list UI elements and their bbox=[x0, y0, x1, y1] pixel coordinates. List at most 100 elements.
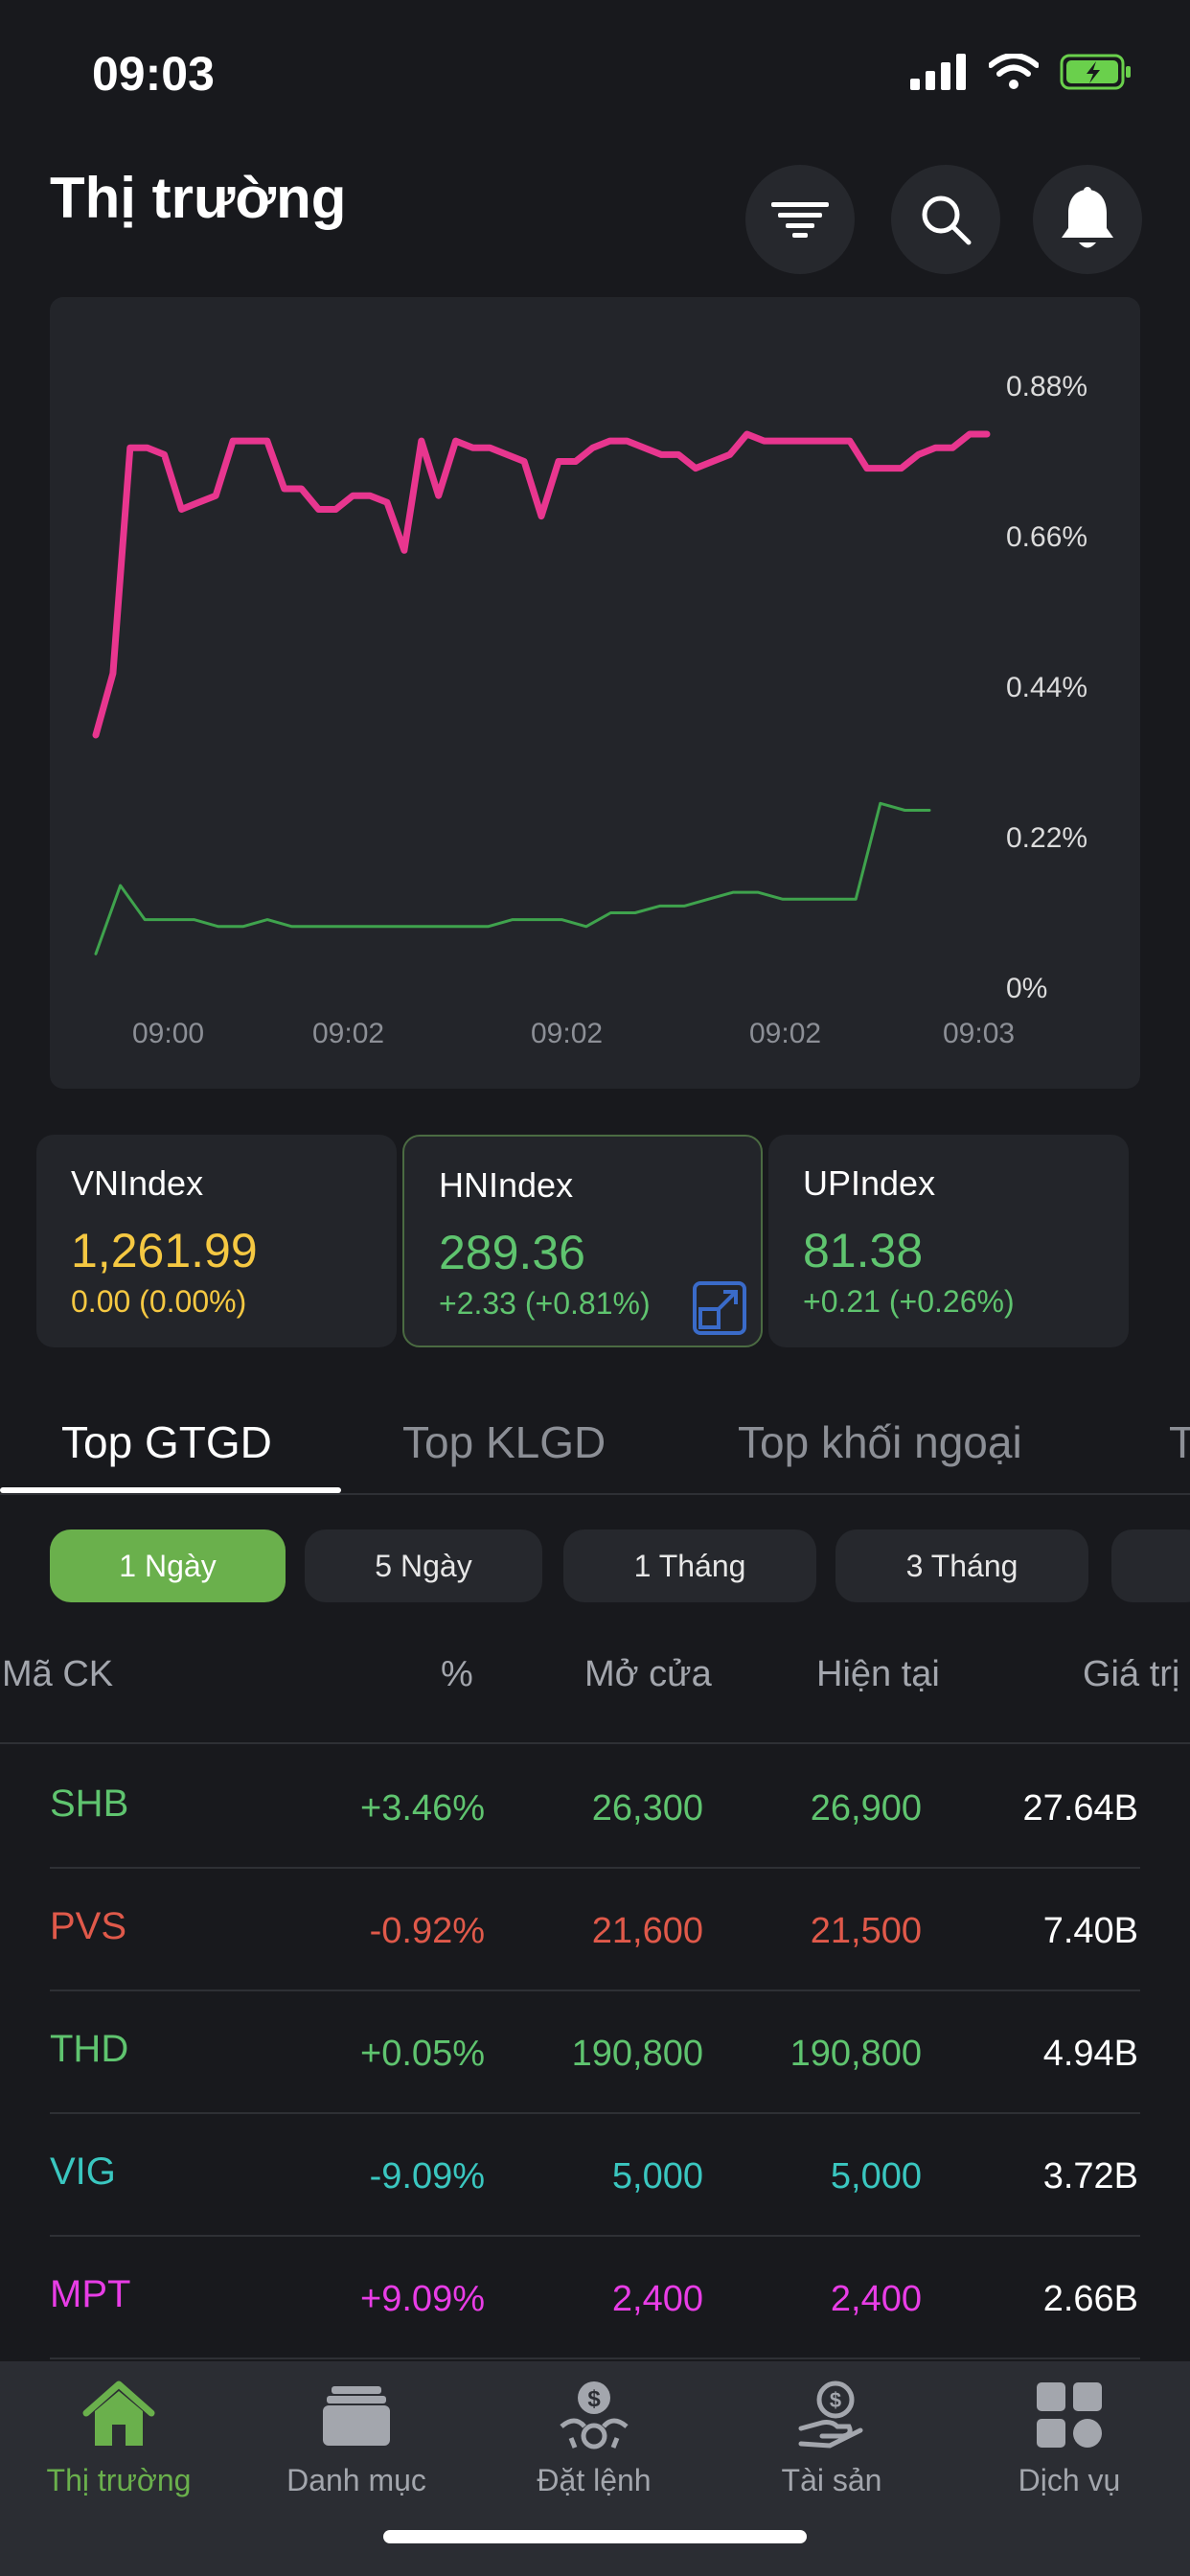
row-symbol: THD bbox=[50, 2028, 129, 2070]
row-current: 190,800 bbox=[790, 2034, 922, 2074]
row-symbol: PVS bbox=[50, 1905, 127, 1947]
series-line-0 bbox=[92, 430, 991, 739]
search-button[interactable] bbox=[891, 165, 1000, 274]
page-title: Thị trường bbox=[50, 166, 347, 230]
row-open: 2,400 bbox=[611, 2279, 703, 2319]
index-value: 81.38 bbox=[803, 1224, 924, 1277]
index-card-hnindex[interactable]: HNIndex 289.36 +2.33 (+0.81%) bbox=[402, 1135, 763, 1347]
table-row[interactable]: MPT +9.09% 2,400 2,400 2.66B bbox=[50, 2237, 1140, 2359]
col-header-current[interactable]: Hiện tại bbox=[816, 1654, 940, 1694]
col-header-open[interactable]: Mở cửa bbox=[584, 1654, 712, 1694]
row-pct: +3.46% bbox=[360, 1788, 485, 1828]
col-header-pct[interactable]: % bbox=[441, 1654, 473, 1694]
y-tick-label: 0.88% bbox=[1006, 371, 1087, 402]
row-pct: -9.09% bbox=[369, 2156, 485, 2196]
wifi-icon bbox=[989, 54, 1039, 89]
signal-icon bbox=[910, 54, 966, 90]
notifications-button[interactable] bbox=[1033, 165, 1142, 274]
tab-top-gtgd[interactable]: Top GTGD bbox=[61, 1417, 272, 1467]
status-bar: 09:03 bbox=[0, 0, 1190, 144]
tab-next[interactable]: T bbox=[1169, 1417, 1190, 1467]
services-icon bbox=[1037, 2382, 1102, 2448]
nav-label: Đặt lệnh bbox=[537, 2463, 652, 2497]
row-symbol: VIG bbox=[50, 2150, 116, 2193]
portfolio-icon bbox=[323, 2386, 390, 2446]
nav-label: Danh mục bbox=[286, 2463, 426, 2497]
period-1-day[interactable]: 1 Ngày bbox=[50, 1530, 286, 1602]
row-open: 5,000 bbox=[611, 2156, 703, 2196]
filter-button[interactable] bbox=[745, 165, 855, 274]
market-chart[interactable]: 0.88% 0.66% 0.44% 0.22% 0% 09:00 09:02 09:02 09… bbox=[50, 297, 1140, 1089]
row-pct: +0.05% bbox=[360, 2034, 485, 2074]
status-icons bbox=[910, 54, 1133, 90]
tab-top-khoi-ngoai[interactable]: Top khối ngoại bbox=[738, 1417, 1022, 1467]
index-card-vnindex[interactable]: VNIndex 1,261.99 0.00 (0.00%) bbox=[36, 1135, 397, 1347]
row-value: 27.64B bbox=[1022, 1788, 1138, 1828]
row-current: 26,900 bbox=[810, 1788, 922, 1828]
row-symbol: MPT bbox=[50, 2273, 131, 2315]
row-pct: +9.09% bbox=[360, 2279, 485, 2319]
index-change: +0.21 (+0.26%) bbox=[803, 1284, 1015, 1319]
nav-item-services[interactable]: Dịch vụ bbox=[950, 2377, 1188, 2498]
index-card-upindex[interactable]: UPIndex 81.38 +0.21 (+0.26%) bbox=[768, 1135, 1129, 1347]
row-value: 3.72B bbox=[1042, 2156, 1138, 2196]
nav-item-assets[interactable]: $ Tài sản bbox=[713, 2377, 950, 2498]
table-row[interactable]: PVS -0.92% 21,600 21,500 7.40B bbox=[50, 1869, 1140, 1991]
home-indicator bbox=[383, 2530, 807, 2543]
y-tick-label: 0% bbox=[1006, 973, 1047, 1004]
battery-icon bbox=[1060, 54, 1131, 90]
col-header-symbol[interactable]: Mã CK bbox=[2, 1654, 114, 1694]
svg-text:$: $ bbox=[830, 2388, 841, 2412]
period-5-day[interactable]: 5 Ngày bbox=[305, 1530, 542, 1602]
y-tick-label: 0.66% bbox=[1006, 521, 1087, 553]
index-value: 289.36 bbox=[439, 1226, 585, 1279]
row-open: 190,800 bbox=[571, 2034, 703, 2074]
asset-icon: $ bbox=[798, 2380, 863, 2449]
row-current: 2,400 bbox=[830, 2279, 922, 2319]
table-header-divider bbox=[0, 1742, 1190, 1744]
tab-top-klgd[interactable]: Top KLGD bbox=[402, 1417, 606, 1467]
col-header-value[interactable]: Giá trị bbox=[1083, 1654, 1180, 1694]
row-value: 2.66B bbox=[1042, 2279, 1138, 2319]
row-pct: -0.92% bbox=[369, 1911, 485, 1951]
expand-icon[interactable] bbox=[692, 1280, 747, 1336]
table-row[interactable]: VIG -9.09% 5,000 5,000 3.72B bbox=[50, 2114, 1140, 2237]
tab-underline bbox=[0, 1487, 341, 1493]
table-row[interactable]: SHB +3.46% 26,300 26,900 27.64B bbox=[50, 1746, 1140, 1869]
nav-label: Dịch vụ bbox=[1018, 2463, 1121, 2497]
row-current: 21,500 bbox=[810, 1911, 922, 1951]
nav-label: Tài sản bbox=[781, 2463, 882, 2497]
row-value: 7.40B bbox=[1042, 1911, 1138, 1951]
top-tabs: Top GTGD Top KLGD Top khối ngoại T bbox=[0, 1399, 1190, 1495]
x-tick-label: 09:02 bbox=[312, 1018, 384, 1049]
x-tick-label: 09:02 bbox=[749, 1018, 821, 1049]
period-3-month[interactable]: 3 Tháng bbox=[835, 1530, 1088, 1602]
y-tick-label: 0.44% bbox=[1006, 672, 1087, 703]
search-icon bbox=[922, 196, 972, 245]
index-name: VNIndex bbox=[71, 1163, 204, 1203]
period-1-month[interactable]: 1 Tháng bbox=[563, 1530, 816, 1602]
index-value: 1,261.99 bbox=[71, 1224, 258, 1277]
y-tick-label: 0.22% bbox=[1006, 822, 1087, 854]
nav-item-order[interactable]: $ Đặt lệnh bbox=[475, 2377, 713, 2498]
index-name: HNIndex bbox=[439, 1165, 574, 1205]
period-more[interactable] bbox=[1111, 1530, 1190, 1602]
x-tick-label: 09:03 bbox=[943, 1018, 1015, 1049]
row-open: 26,300 bbox=[591, 1788, 703, 1828]
home-icon bbox=[82, 2380, 155, 2446]
index-change: 0.00 (0.00%) bbox=[71, 1284, 247, 1319]
index-name: UPIndex bbox=[803, 1163, 936, 1203]
table-row[interactable]: THD +0.05% 190,800 190,800 4.94B bbox=[50, 1991, 1140, 2114]
row-value: 4.94B bbox=[1042, 2034, 1138, 2074]
x-tick-label: 09:02 bbox=[531, 1018, 603, 1049]
nav-item-portfolio[interactable]: Danh mục bbox=[238, 2377, 475, 2498]
market-chart-svg: 0.88% 0.66% 0.44% 0.22% 0% 09:00 09:02 09:02 09… bbox=[92, 371, 1087, 1049]
series-line-1 bbox=[94, 801, 931, 955]
nav-item-market[interactable]: Thị trường bbox=[0, 2377, 238, 2498]
row-symbol: SHB bbox=[50, 1782, 129, 1825]
svg-text:$: $ bbox=[587, 2386, 601, 2412]
index-change: +2.33 (+0.81%) bbox=[439, 1286, 651, 1321]
status-time: 09:03 bbox=[92, 47, 215, 101]
row-open: 21,600 bbox=[591, 1911, 703, 1951]
bell-icon bbox=[1062, 187, 1113, 248]
